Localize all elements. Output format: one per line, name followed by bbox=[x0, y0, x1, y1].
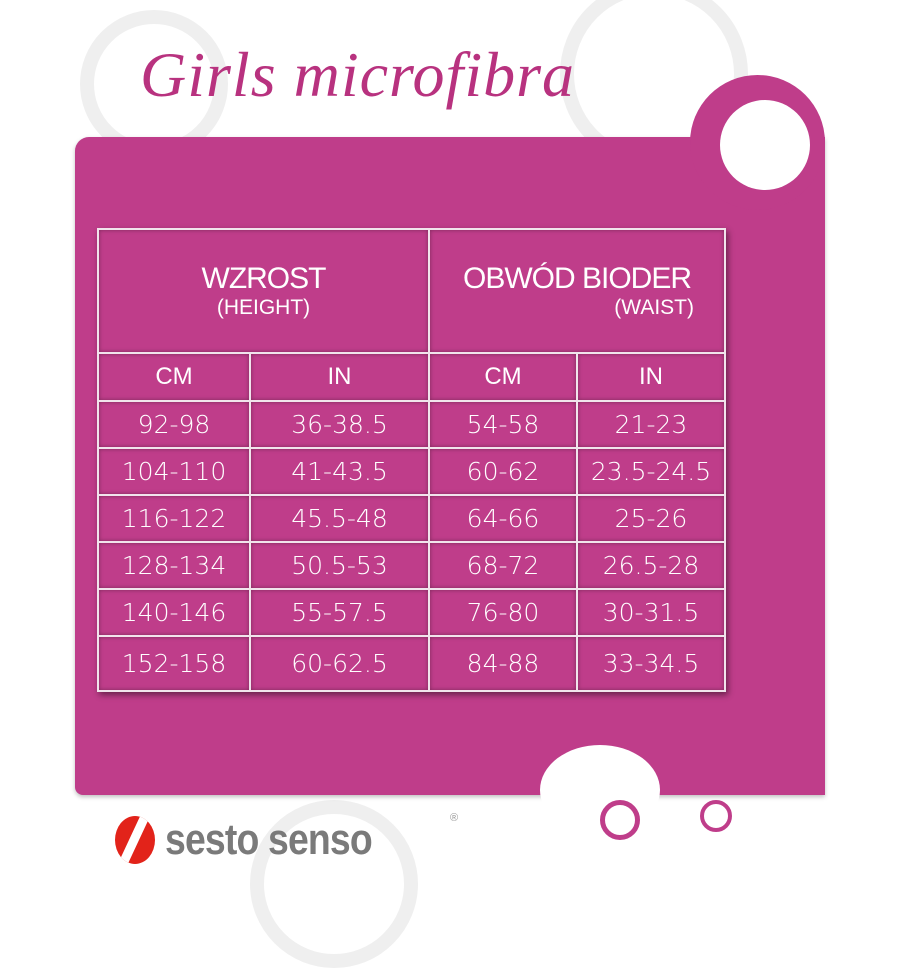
table-cell: 140-146 bbox=[97, 588, 251, 637]
table-cell: 68-72 bbox=[428, 541, 578, 590]
table-cell: 152-158 bbox=[97, 635, 251, 692]
table-row: 116-122 45.5-48 64-66 25-26 bbox=[97, 494, 726, 543]
swirl-ornament-bottom-2 bbox=[600, 800, 640, 840]
brand-name: sesto senso bbox=[165, 815, 373, 864]
group-subtitle: (WAIST) bbox=[614, 296, 694, 319]
table-row: 104-110 41-43.5 60-62 23.5-24.5 bbox=[97, 447, 726, 496]
swirl-ornament-bottom-3 bbox=[700, 800, 732, 832]
group-header-waist: OBWÓD BIODER (WAIST) bbox=[428, 228, 726, 354]
table-cell: 45.5-48 bbox=[249, 494, 430, 543]
table-cell: 23.5-24.5 bbox=[576, 447, 726, 496]
table-cell: 92-98 bbox=[97, 400, 251, 449]
table-cell: 55-57.5 bbox=[249, 588, 430, 637]
table-cell: 84-88 bbox=[428, 635, 578, 692]
table-cell: 60-62.5 bbox=[249, 635, 430, 692]
table-cell: 50.5-53 bbox=[249, 541, 430, 590]
column-header: CM bbox=[428, 352, 578, 402]
column-header: IN bbox=[249, 352, 430, 402]
table-cell: 21-23 bbox=[576, 400, 726, 449]
table-row: 152-158 60-62.5 84-88 33-34.5 bbox=[97, 635, 726, 692]
table-cell: 128-134 bbox=[97, 541, 251, 590]
brand-mark-icon bbox=[115, 816, 155, 864]
table-cell: 30-31.5 bbox=[576, 588, 726, 637]
group-title: OBWÓD BIODER bbox=[462, 262, 692, 295]
group-header-height: WZROST (HEIGHT) bbox=[97, 228, 430, 354]
column-header: IN bbox=[576, 352, 726, 402]
table-row: 92-98 36-38.5 54-58 21-23 bbox=[97, 400, 726, 449]
size-table: WZROST (HEIGHT) OBWÓD BIODER (WAIST) CM … bbox=[97, 228, 726, 692]
table-cell: 41-43.5 bbox=[249, 447, 430, 496]
table-cell: 36-38.5 bbox=[249, 400, 430, 449]
page-title: Girls microfibra bbox=[140, 39, 575, 110]
table-row: 140-146 55-57.5 76-80 30-31.5 bbox=[97, 588, 726, 637]
table-cell: 26.5-28 bbox=[576, 541, 726, 590]
table-cell: 64-66 bbox=[428, 494, 578, 543]
table-cell: 54-58 bbox=[428, 400, 578, 449]
column-header-row: CM IN CM IN bbox=[97, 352, 726, 402]
table-cell: 76-80 bbox=[428, 588, 578, 637]
table-row: 128-134 50.5-53 68-72 26.5-28 bbox=[97, 541, 726, 590]
group-subtitle: (HEIGHT) bbox=[216, 296, 311, 319]
table-cell: 116-122 bbox=[97, 494, 251, 543]
swirl-ornament-top-inner bbox=[720, 100, 810, 190]
table-cell: 33-34.5 bbox=[576, 635, 726, 692]
table-cell: 104-110 bbox=[97, 447, 251, 496]
registered-mark: ® bbox=[450, 812, 459, 824]
column-header: CM bbox=[97, 352, 251, 402]
group-header-row: WZROST (HEIGHT) OBWÓD BIODER (WAIST) bbox=[97, 228, 726, 354]
table-cell: 25-26 bbox=[576, 494, 726, 543]
table-cell: 60-62 bbox=[428, 447, 578, 496]
brand-logo: sesto senso bbox=[115, 815, 408, 865]
group-title: WZROST bbox=[201, 262, 327, 295]
